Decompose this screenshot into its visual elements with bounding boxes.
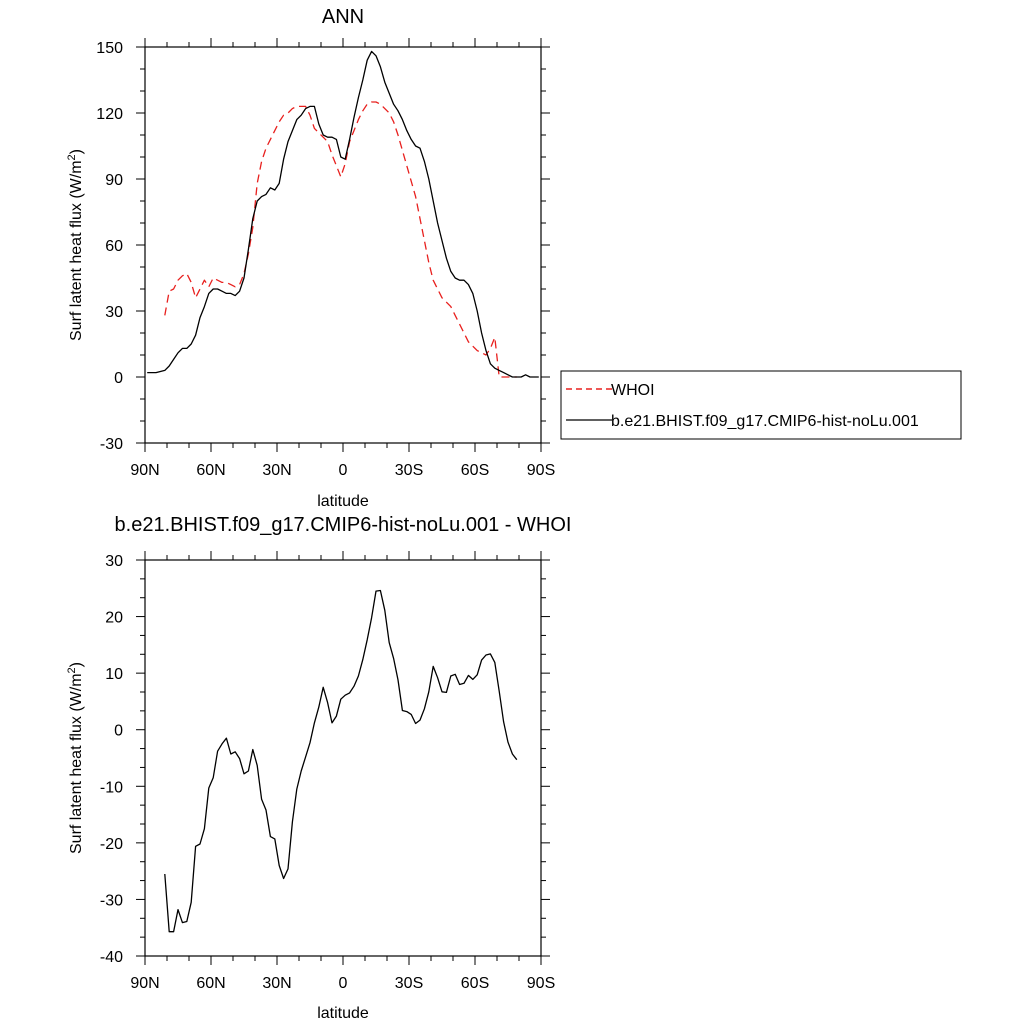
bottom-x-tick-label: 90S <box>527 975 555 992</box>
bottom-x-axis-label: latitude <box>317 1005 369 1022</box>
bottom-plot-frame <box>144 559 542 957</box>
top-x-tick-label: 30S <box>395 462 423 479</box>
bottom-series-layer <box>164 589 518 933</box>
top-plot-frame <box>144 46 542 444</box>
bottom-series-line-0 <box>164 589 518 933</box>
top-y-axis-label: Surf latent heat flux (W/m2) <box>66 149 85 341</box>
top-y-tick-label: -30 <box>100 436 123 453</box>
bottom-x-tick-label: 30S <box>395 975 423 992</box>
top-x-tick-label: 0 <box>339 462 348 479</box>
bottom-chart-title: b.e21.BHIST.f09_g17.CMIP6-hist-noLu.001 … <box>115 514 572 536</box>
bottom-axis-ticks <box>136 551 550 965</box>
bottom-panel: b.e21.BHIST.f09_g17.CMIP6-hist-noLu.001 … <box>66 514 571 1022</box>
bottom-y-tick-label: -30 <box>100 892 123 909</box>
top-y-tick-label: 120 <box>96 106 123 123</box>
top-series-layer <box>147 50 539 378</box>
bottom-x-tick-labels: 90N 60N 30N 0 30S 60S 90S <box>130 975 555 992</box>
top-y-tick-label: 90 <box>105 172 123 189</box>
top-y-tick-label: 150 <box>96 40 123 57</box>
legend-label-whoi: WHOI <box>611 382 655 399</box>
bottom-y-tick-label: -20 <box>100 836 123 853</box>
top-x-tick-label: 60N <box>196 462 225 479</box>
bottom-x-tick-label: 60N <box>196 975 225 992</box>
legend-box <box>560 370 962 440</box>
bottom-x-tick-label: 0 <box>339 975 348 992</box>
top-series-line-1 <box>147 50 539 378</box>
top-y-tick-label: 0 <box>114 370 123 387</box>
bottom-y-tick-label: 10 <box>105 666 123 683</box>
bottom-y-tick-labels: -40 -30 -20 -10 0 10 20 30 <box>100 553 123 966</box>
top-x-tick-labels: 90N 60N 30N 0 30S 60S 90S <box>130 462 555 479</box>
top-x-tick-label: 90S <box>527 462 555 479</box>
legend: WHOI b.e21.BHIST.f09_g17.CMIP6-hist-noLu… <box>560 370 962 440</box>
top-x-tick-label: 90N <box>130 462 159 479</box>
bottom-x-tick-label: 60S <box>461 975 489 992</box>
top-y-tick-label: 30 <box>105 304 123 321</box>
top-series-line-0 <box>164 101 517 378</box>
top-y-tick-labels: -30 0 30 60 90 120 150 <box>96 40 123 453</box>
top-chart-title: ANN <box>322 6 364 28</box>
bottom-y-tick-label: 0 <box>114 723 123 740</box>
bottom-x-tick-label: 90N <box>130 975 159 992</box>
bottom-y-tick-label: -40 <box>100 949 123 966</box>
bottom-y-tick-label: 30 <box>105 553 123 570</box>
bottom-y-tick-label: 20 <box>105 610 123 627</box>
top-axis-ticks <box>136 38 550 452</box>
top-x-axis-label: latitude <box>317 493 369 510</box>
bottom-y-axis-label: Surf latent heat flux (W/m2) <box>66 662 85 854</box>
bottom-y-tick-label: -10 <box>100 779 123 796</box>
top-x-tick-label: 30N <box>262 462 291 479</box>
top-y-tick-label: 60 <box>105 238 123 255</box>
top-panel: ANN 90N 60N 30N 0 30S 60S 90S -30 0 30 60 90 120 150… <box>66 6 962 510</box>
legend-label-model: b.e21.BHIST.f09_g17.CMIP6-hist-noLu.001 <box>611 413 919 430</box>
top-x-tick-label: 60S <box>461 462 489 479</box>
bottom-x-tick-label: 30N <box>262 975 291 992</box>
